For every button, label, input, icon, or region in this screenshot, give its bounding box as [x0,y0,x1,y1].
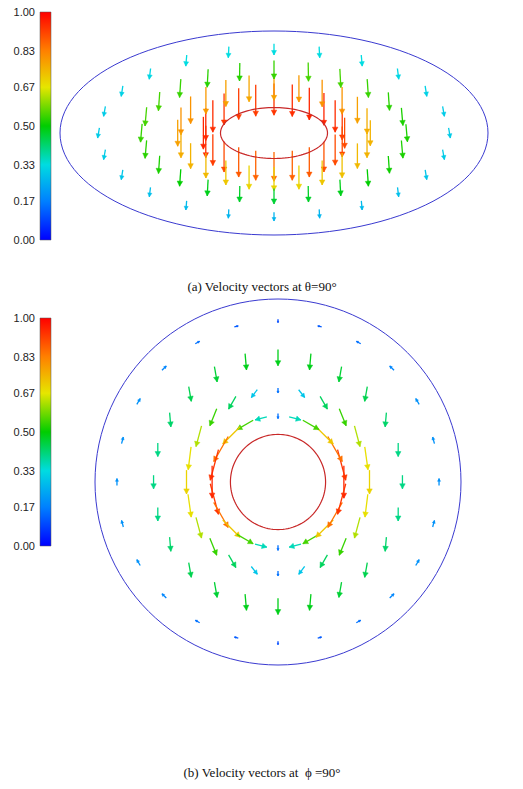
svg-text:0.83: 0.83 [14,351,35,363]
svg-text:0.50: 0.50 [14,120,35,132]
svg-text:0.17: 0.17 [14,195,35,207]
svg-text:0.50: 0.50 [14,426,35,438]
svg-text:0.83: 0.83 [14,45,35,57]
svg-text:0.67: 0.67 [14,81,35,93]
svg-text:1.00: 1.00 [14,6,35,18]
svg-text:0.00: 0.00 [14,540,35,552]
svg-text:0.33: 0.33 [14,465,35,477]
svg-text:0.17: 0.17 [14,501,35,513]
svg-text:(a) Velocity vectors at θ=90°: (a) Velocity vectors at θ=90° [187,279,336,294]
svg-text:0.33: 0.33 [14,159,35,171]
svg-text:0.00: 0.00 [14,234,35,246]
svg-text:0.67: 0.67 [14,387,35,399]
svg-text:1.00: 1.00 [14,312,35,324]
svg-text:(b) Velocity vectors at ϕ =90: (b) Velocity vectors at ϕ =90° [183,765,340,780]
